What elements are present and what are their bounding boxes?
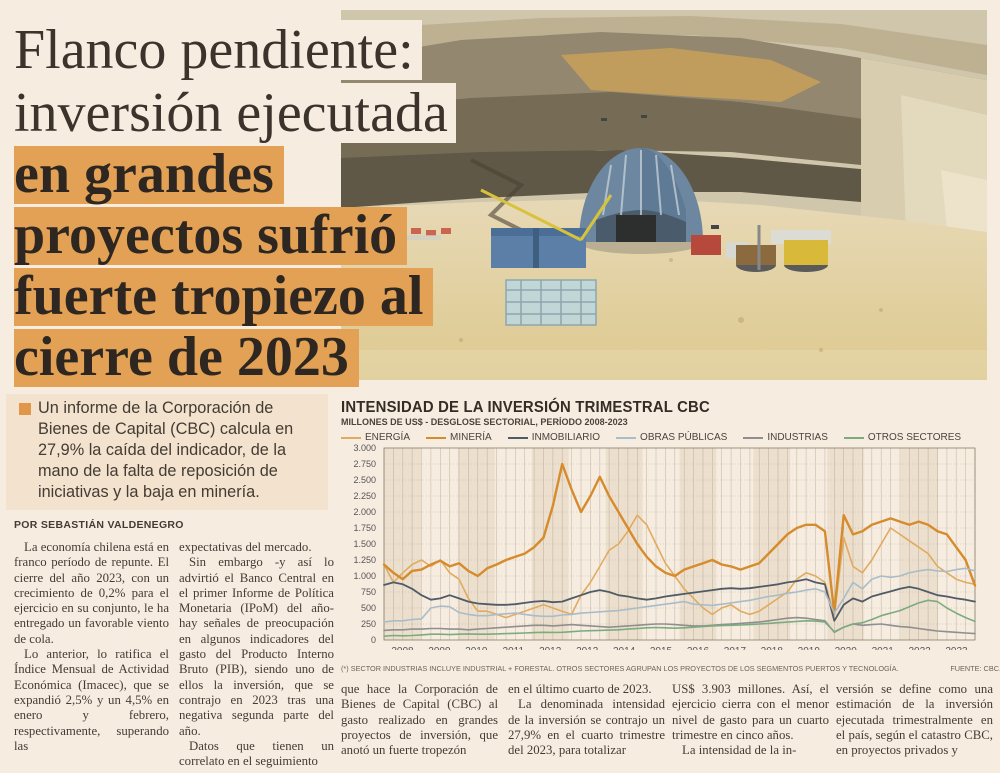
svg-text:2013: 2013	[576, 646, 599, 650]
svg-text:2020: 2020	[835, 646, 858, 650]
svg-text:1.250: 1.250	[353, 555, 376, 565]
svg-text:750: 750	[361, 587, 376, 597]
svg-text:2.250: 2.250	[353, 491, 376, 501]
svg-text:2009: 2009	[428, 646, 451, 650]
svg-text:3.000: 3.000	[353, 443, 376, 453]
svg-text:2012: 2012	[539, 646, 562, 650]
svg-text:1.000: 1.000	[353, 571, 376, 581]
svg-text:2008: 2008	[391, 646, 414, 650]
svg-text:2.750: 2.750	[353, 459, 376, 469]
svg-text:250: 250	[361, 619, 376, 629]
svg-text:2.500: 2.500	[353, 475, 376, 485]
svg-text:2014: 2014	[613, 646, 636, 650]
svg-text:2015: 2015	[650, 646, 673, 650]
svg-text:500: 500	[361, 603, 376, 613]
svg-text:1.750: 1.750	[353, 523, 376, 533]
svg-text:2016: 2016	[687, 646, 710, 650]
svg-text:2011: 2011	[503, 646, 525, 650]
svg-text:2023: 2023	[945, 646, 968, 650]
svg-text:2018: 2018	[761, 646, 784, 650]
svg-text:2010: 2010	[465, 646, 488, 650]
svg-text:2017: 2017	[724, 646, 747, 650]
svg-text:2022: 2022	[908, 646, 931, 650]
svg-text:1.500: 1.500	[353, 539, 376, 549]
svg-text:2019: 2019	[798, 646, 821, 650]
svg-text:2021: 2021	[872, 646, 895, 650]
svg-text:2.000: 2.000	[353, 507, 376, 517]
svg-text:0: 0	[371, 635, 376, 645]
